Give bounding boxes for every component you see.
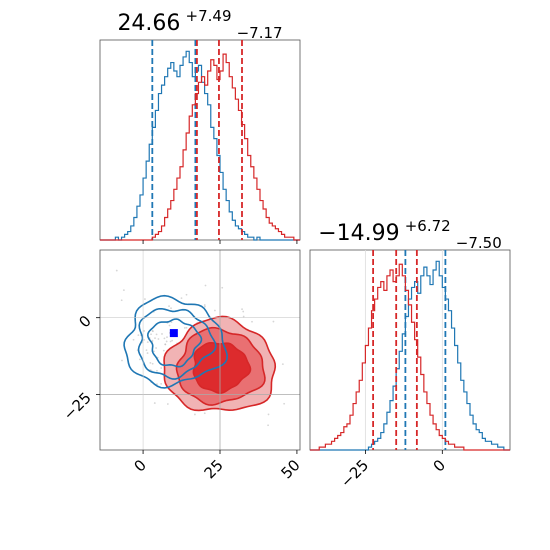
- title-minus: −7.50: [456, 234, 502, 252]
- p2-ytick-label-0: 0: [75, 312, 94, 331]
- scatter-point: [152, 330, 154, 333]
- p3-xtick-label-0: −25: [337, 456, 372, 491]
- hist-panel-top-left-frame: [99, 39, 301, 241]
- contour-panel-bottom-left: 0 25 50 0 −25: [60, 249, 304, 482]
- scatter-point: [214, 309, 216, 312]
- hist-panel-bottom-right-frame: [309, 249, 511, 451]
- scatter-point: [132, 338, 135, 341]
- scatter-point: [170, 321, 173, 324]
- scatter-point: [171, 339, 174, 342]
- scatter-point: [166, 336, 168, 339]
- hist-series-0: [100, 50, 300, 241]
- scatter-point: [162, 349, 165, 352]
- scatter-point: [160, 382, 163, 385]
- scatter-point: [121, 359, 123, 362]
- blue-contour-level-0: [146, 318, 203, 368]
- scatter-point: [146, 352, 149, 354]
- scatter-point: [169, 340, 172, 343]
- scatter-point: [153, 402, 156, 404]
- scatter-point: [150, 333, 152, 336]
- scatter-point: [168, 324, 171, 327]
- blue-contour-level-2: [123, 294, 228, 389]
- scatter-point: [267, 413, 270, 416]
- scatter-point: [185, 293, 188, 296]
- title-plus: +6.72: [405, 217, 451, 235]
- scatter-point: [156, 383, 158, 386]
- scatter-point: [151, 339, 154, 342]
- scatter-point: [122, 289, 125, 292]
- scatter-point: [164, 343, 167, 346]
- hist-series-1: [100, 53, 300, 241]
- scatter-point: [203, 412, 206, 415]
- scatter-point: [170, 307, 172, 310]
- hist-title-top-left: 24.66 +7.49 −7.17: [117, 6, 282, 42]
- scatter-point: [154, 337, 156, 340]
- scatter-point: [144, 298, 146, 300]
- scatter-point: [180, 297, 183, 300]
- scatter-point: [163, 337, 166, 340]
- blue-contour-level-1: [137, 307, 217, 380]
- scatter-point: [146, 341, 149, 344]
- scatter-point: [242, 315, 245, 318]
- scatter-point: [153, 350, 155, 353]
- p2-ytick-label-1: −25: [60, 389, 95, 424]
- title-value: 24.66: [117, 11, 180, 36]
- hist-panel-bottom-right: −25 0 −14.99 +6.72 −7.50: [309, 216, 511, 491]
- scatter-point: [143, 338, 145, 341]
- scatter-point: [138, 358, 141, 361]
- scatter-point: [204, 284, 207, 287]
- hist-series-1: [310, 263, 510, 451]
- scatter-point: [149, 361, 152, 364]
- scatter-point: [155, 333, 158, 336]
- scatter-point: [203, 304, 206, 306]
- scatter-point: [115, 269, 118, 272]
- scatter-point: [165, 340, 168, 343]
- scatter-point: [194, 413, 196, 416]
- scatter-point: [242, 310, 245, 313]
- scatter-point: [185, 326, 188, 329]
- contour-panel-frame: [99, 249, 301, 451]
- scatter-point: [166, 403, 169, 405]
- scatter-point: [145, 349, 148, 352]
- scatter-point: [267, 424, 269, 427]
- title-minus: −7.17: [237, 24, 283, 42]
- scatter-point: [137, 334, 140, 337]
- p2-xtick-label-0: 0: [130, 456, 149, 475]
- scatter-point: [251, 320, 253, 323]
- scatter-point: [204, 305, 206, 308]
- scatter-point: [272, 320, 275, 323]
- hist-series-0: [310, 260, 510, 451]
- scatter-point: [160, 367, 163, 369]
- scatter-point: [155, 347, 158, 349]
- hist-panel-top-left: 24.66 +7.49 −7.17: [99, 6, 301, 244]
- scatter-point: [120, 299, 123, 302]
- scatter-point: [156, 369, 158, 372]
- p2-xtick-label-1: 25: [201, 456, 227, 482]
- p3-xtick-label-1: 0: [430, 456, 449, 475]
- title-plus: +7.49: [186, 7, 232, 25]
- scatter-point: [241, 308, 243, 311]
- scatter-point: [98, 427, 100, 429]
- scatter-point: [281, 363, 284, 365]
- p2-xtick-label-2: 50: [278, 456, 304, 482]
- title-value: −14.99: [318, 221, 399, 246]
- scatter-point: [183, 327, 186, 329]
- scatter-point: [161, 333, 163, 335]
- truth-marker: [169, 329, 178, 338]
- scatter-point: [283, 402, 286, 405]
- scatter-point: [157, 338, 160, 340]
- hist-title-bottom-right: −14.99 +6.72 −7.50: [318, 216, 502, 252]
- scatter-point: [168, 305, 170, 308]
- scatter-point: [143, 330, 145, 332]
- scatter-point: [221, 286, 224, 289]
- scatter-point: [151, 362, 154, 365]
